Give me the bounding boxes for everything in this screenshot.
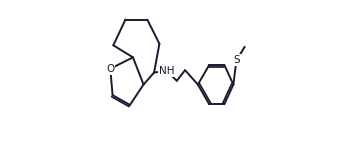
Text: S: S: [233, 55, 240, 65]
Text: NH: NH: [159, 66, 175, 76]
Text: O: O: [106, 64, 114, 74]
